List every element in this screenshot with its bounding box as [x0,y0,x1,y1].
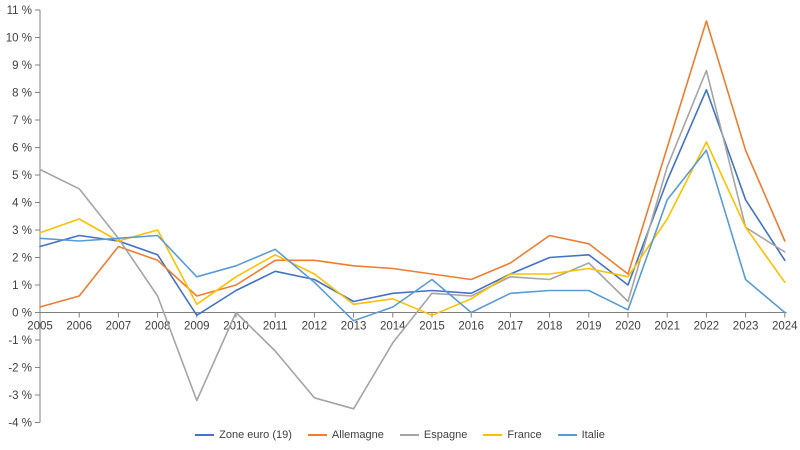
x-tick-label: 2007 [106,321,132,333]
x-tick-label: 2012 [302,321,328,333]
x-tick-label: 2018 [537,321,563,333]
legend-line-swatch [557,434,577,436]
y-tick-label: 3 % [12,225,32,237]
x-tick-label: 2005 [27,321,53,333]
y-tick-label: 1 % [12,280,32,292]
y-tick-label: 8 % [12,88,32,100]
x-tick-label: 2021 [654,321,680,333]
x-tick-label: 2006 [66,321,92,333]
y-tick-label: 0 % [12,308,32,320]
y-tick-label: 5 % [12,170,32,182]
legend-line-swatch [307,434,327,436]
y-tick-label: 6 % [12,143,32,155]
x-tick-label: 2009 [184,321,210,333]
y-tick-label: 2 % [12,253,32,265]
x-tick-label: 2011 [263,321,288,333]
legend-label: France [507,429,542,441]
series-line-espagne[interactable] [39,69,786,410]
legend-line-swatch [195,434,215,436]
y-tick-label: -1 % [8,335,32,347]
x-tick-label: 2017 [498,321,524,333]
x-tick-label: 2016 [458,321,484,333]
y-tick-label: 4 % [12,198,32,210]
x-tick-label: 2024 [772,321,798,333]
y-tick-label: 10 % [6,33,32,45]
x-tick-label: 2023 [733,321,759,333]
legend-line-swatch [483,434,503,436]
x-tick-label: 2010 [223,321,249,333]
legend-item-zone-euro[interactable]: Zone euro (19) [195,429,292,441]
legend-item-espagne[interactable]: Espagne [399,429,468,441]
x-tick-label: 2014 [380,321,406,333]
legend-label: Allemagne [331,429,384,441]
legend-line-swatch [399,434,419,436]
y-tick-label: 9 % [12,60,32,72]
legend-item-allemagne[interactable]: Allemagne [307,429,384,441]
series-line-italie[interactable] [39,149,786,322]
x-tick-label: 2022 [694,321,720,333]
series-line-zone-euro-19[interactable] [39,89,786,317]
legend-label: Espagne [423,429,468,441]
legend-label: Italie [581,429,605,441]
y-tick-label: -4 % [8,418,32,430]
chart-legend: Zone euro (19) Allemagne Espagne France … [0,429,800,441]
x-tick-label: 2019 [576,321,602,333]
legend-label: Zone euro (19) [219,429,292,441]
x-tick-label: 2008 [145,321,171,333]
y-tick-label: -2 % [8,363,32,375]
x-tick-label: 2015 [419,321,445,333]
y-tick-label: 11 % [7,5,32,17]
y-tick-label: 7 % [12,115,32,127]
legend-item-france[interactable]: France [483,429,542,441]
x-tick-label: 2013 [341,321,367,333]
series-line-allemagne[interactable] [39,20,786,308]
y-tick-label: -3 % [8,390,32,402]
x-tick-label: 2020 [615,321,641,333]
legend-item-italie[interactable]: Italie [557,429,605,441]
